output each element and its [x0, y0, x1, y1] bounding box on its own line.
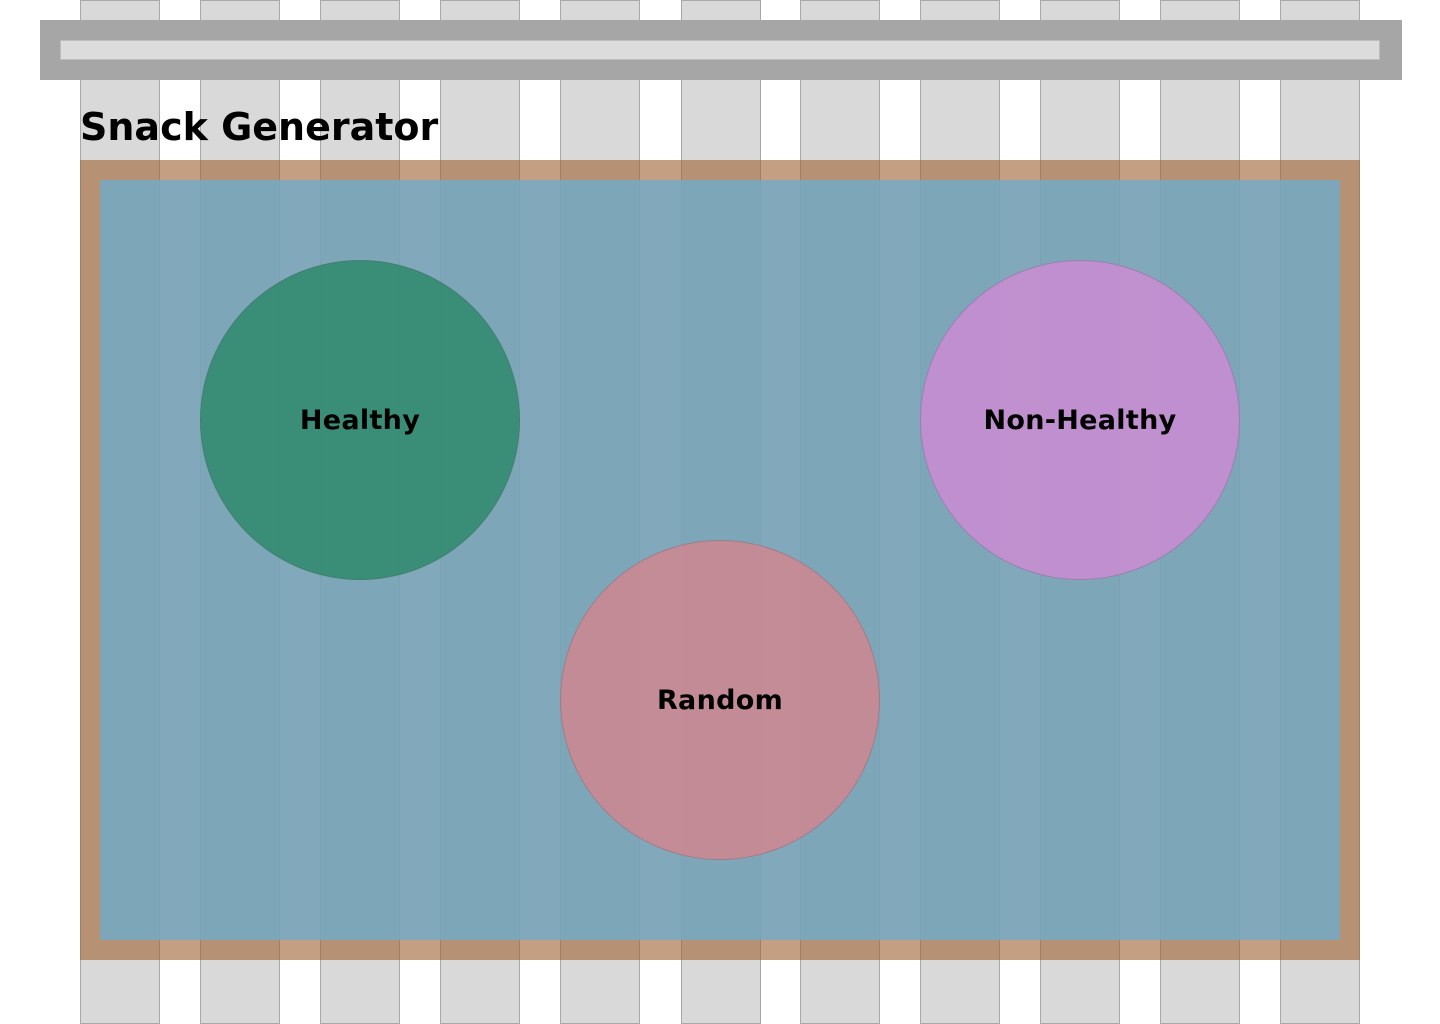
healthy-label: Healthy — [299, 404, 421, 436]
page-title: Snack Generator — [80, 105, 439, 149]
healthy-button[interactable]: Healthy — [200, 260, 520, 580]
header-bar — [40, 20, 1402, 80]
non-healthy-button[interactable]: Non-Healthy — [920, 260, 1240, 580]
non-healthy-label: Non-Healthy — [983, 404, 1177, 436]
header-placeholder-field — [60, 40, 1380, 60]
random-button[interactable]: Random — [560, 540, 880, 860]
random-label: Random — [656, 684, 784, 716]
